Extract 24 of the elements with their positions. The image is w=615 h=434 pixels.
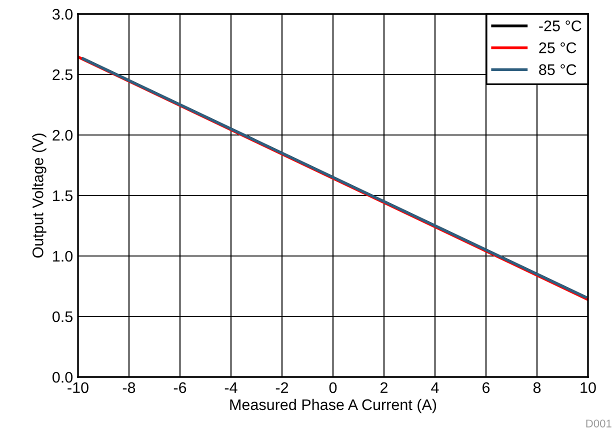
- y-tick-label: 1.0: [53, 250, 73, 262]
- x-axis-title: Measured Phase A Current (A): [230, 398, 436, 414]
- x-tick-label: 4: [431, 382, 439, 393]
- y-tick-label: 0.0: [52, 372, 73, 383]
- x-tick-label: -2: [276, 382, 288, 393]
- x-tick-label: -6: [174, 382, 186, 394]
- x-tick-label: 0: [329, 382, 337, 394]
- legend-label: 25 °C: [539, 42, 576, 54]
- text: D001: [586, 420, 612, 428]
- x-tick-label: 2: [380, 382, 388, 393]
- legend-label: 85 °C: [539, 64, 576, 76]
- y-axis-title: Output Voltage (V): [32, 134, 46, 258]
- y-tick-label: 0.5: [52, 311, 72, 322]
- y-tick-label: 2.0: [52, 130, 73, 141]
- x-tick-label: -10: [68, 382, 88, 394]
- x-tick-label: -8: [122, 382, 136, 394]
- x-tick-label: -4: [224, 382, 238, 393]
- x-tick-label: 8: [533, 382, 541, 394]
- y-tick-label: 3.0: [52, 8, 73, 20]
- legend-label: -25 °C: [539, 20, 582, 32]
- y-tick-label: 2.5: [52, 69, 72, 80]
- y-tick-label: 1.5: [53, 190, 72, 202]
- x-tick-label: 10: [580, 382, 596, 394]
- x-tick-label: 6: [482, 382, 490, 394]
